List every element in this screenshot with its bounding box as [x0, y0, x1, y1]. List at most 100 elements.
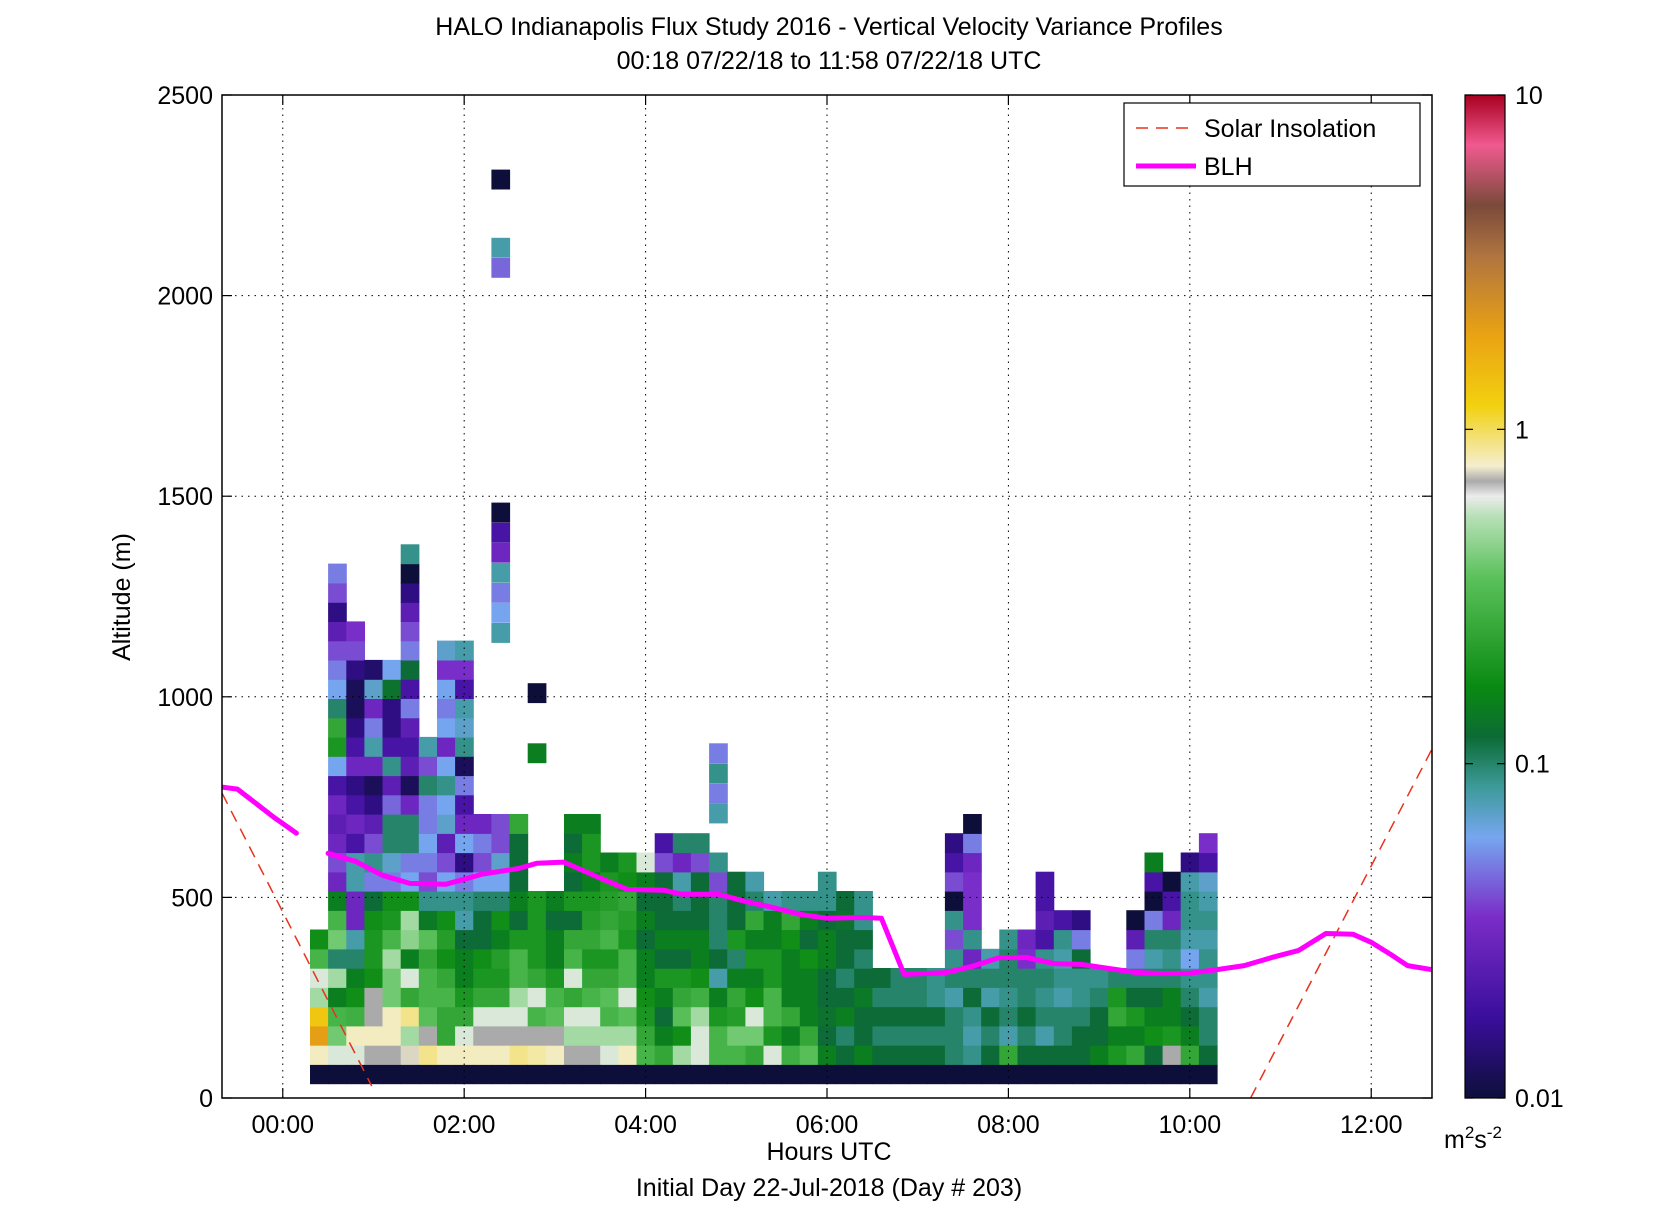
heatmap-cell — [763, 1025, 783, 1046]
heatmap-cell — [1180, 1006, 1200, 1027]
heatmap-cell — [690, 1025, 710, 1046]
legend-blh-label: BLH — [1204, 153, 1253, 181]
heatmap-cell — [1198, 1025, 1218, 1046]
grid-lines — [222, 95, 1432, 1098]
colorbar-tick-label: 10 — [1515, 82, 1543, 110]
heatmap-cell — [763, 1064, 783, 1085]
heatmap-cell — [908, 987, 928, 1008]
heatmap-cell — [1071, 1064, 1091, 1085]
heatmap-cell — [709, 871, 728, 892]
heatmap-cell — [1017, 929, 1037, 950]
heatmap-cell — [963, 1025, 982, 1046]
heatmap-cell — [763, 1006, 783, 1027]
heatmap-cell — [582, 833, 601, 854]
heatmap-cell — [1198, 833, 1218, 854]
heatmap-cell — [328, 1006, 347, 1027]
x-axis-label: Hours UTC — [766, 1138, 891, 1166]
heatmap-cell — [437, 640, 456, 661]
heatmap-cell — [745, 1064, 765, 1085]
heatmap-cell — [745, 910, 765, 931]
heatmap-cell — [328, 756, 347, 777]
heatmap-cell — [1108, 987, 1127, 1008]
heatmap-cell — [1035, 1025, 1055, 1046]
heatmap-cell — [564, 968, 583, 988]
heatmap-cell — [527, 683, 547, 704]
heatmap-cell — [1144, 987, 1164, 1008]
heatmap-cell — [400, 987, 420, 1008]
heatmap-cell — [926, 1064, 946, 1085]
heatmap-cell — [328, 948, 347, 969]
heatmap-cell — [382, 775, 402, 796]
heatmap-cell — [709, 968, 728, 988]
heatmap-cell — [582, 948, 601, 969]
heatmap-cell — [1071, 1006, 1091, 1027]
heatmap-cell — [926, 1045, 946, 1065]
heatmap-cell — [437, 833, 456, 854]
heatmap-cell — [799, 929, 819, 950]
heatmap-cell — [727, 1025, 746, 1046]
heatmap-cell — [527, 891, 547, 911]
heatmap-cell — [1108, 1006, 1127, 1027]
heatmap-cell — [1126, 948, 1145, 969]
heatmap-cell — [400, 968, 420, 988]
heatmap-cell — [618, 929, 638, 950]
heatmap-cell — [418, 756, 438, 777]
heatmap-cell — [854, 1006, 873, 1027]
heatmap-cell — [1180, 891, 1200, 911]
heatmap-cell — [636, 1006, 656, 1027]
heatmap-cell — [763, 1045, 783, 1065]
heatmap-cell — [963, 1064, 982, 1085]
heatmap-cell — [418, 948, 438, 969]
heatmap-cell — [1144, 852, 1164, 873]
heatmap-cell — [382, 910, 402, 931]
heatmap-cell — [473, 929, 492, 950]
heatmap-cell — [382, 1045, 402, 1065]
heatmap-cell — [473, 968, 492, 988]
heatmap-cell — [491, 948, 511, 969]
heatmap-cell — [600, 968, 619, 988]
heatmap-cell — [437, 794, 456, 815]
heatmap-cell — [672, 929, 692, 950]
y-tick-label: 0 — [199, 1085, 213, 1113]
heatmap-cell — [799, 948, 819, 969]
heatmap-cell — [600, 852, 619, 873]
heatmap-cell — [328, 814, 347, 834]
heatmap-cell — [781, 1025, 801, 1046]
heatmap-cell — [1180, 929, 1200, 950]
heatmap-cell — [1035, 1006, 1055, 1027]
colorbar: 0.01 0.1 1 10 m2s-2 — [1444, 82, 1564, 1154]
heatmap-cell — [400, 891, 420, 911]
heatmap-cell — [672, 948, 692, 969]
heatmap-cell — [672, 910, 692, 931]
y-axis-ticks: 0 500 1000 1500 2000 2500 — [157, 82, 1432, 1113]
heatmap-cell — [618, 891, 638, 911]
heatmap-cell — [328, 640, 347, 661]
heatmap-cell — [836, 1045, 855, 1065]
heatmap-cell — [400, 833, 420, 854]
heatmap-cell — [1126, 910, 1145, 931]
heatmap-cell — [963, 871, 982, 892]
heatmap-cell — [926, 1025, 946, 1046]
heatmap-cell — [564, 1045, 583, 1065]
heatmap-cell — [1198, 948, 1218, 969]
heatmap-cell — [382, 756, 402, 777]
heatmap-cell — [836, 891, 855, 911]
heatmap-cell — [981, 1006, 1000, 1027]
heatmap-cell — [437, 1006, 456, 1027]
heatmap-cell — [672, 1064, 692, 1085]
heatmap-cell — [872, 1064, 892, 1085]
heatmap-cell — [382, 1006, 402, 1027]
heatmap-cell — [908, 968, 928, 988]
heatmap-cell — [781, 987, 801, 1008]
heatmap-cell — [382, 987, 402, 1008]
heatmap-cell — [672, 1045, 692, 1065]
heatmap-cell — [364, 679, 384, 699]
heatmap-cell — [418, 987, 438, 1008]
heatmap-cell — [455, 987, 474, 1008]
heatmap-cell — [1162, 1006, 1182, 1027]
heatmap-cell — [727, 1006, 746, 1027]
heatmap-cell — [908, 1006, 928, 1027]
heatmap-cell — [418, 852, 438, 873]
heatmap-cell — [491, 542, 511, 563]
